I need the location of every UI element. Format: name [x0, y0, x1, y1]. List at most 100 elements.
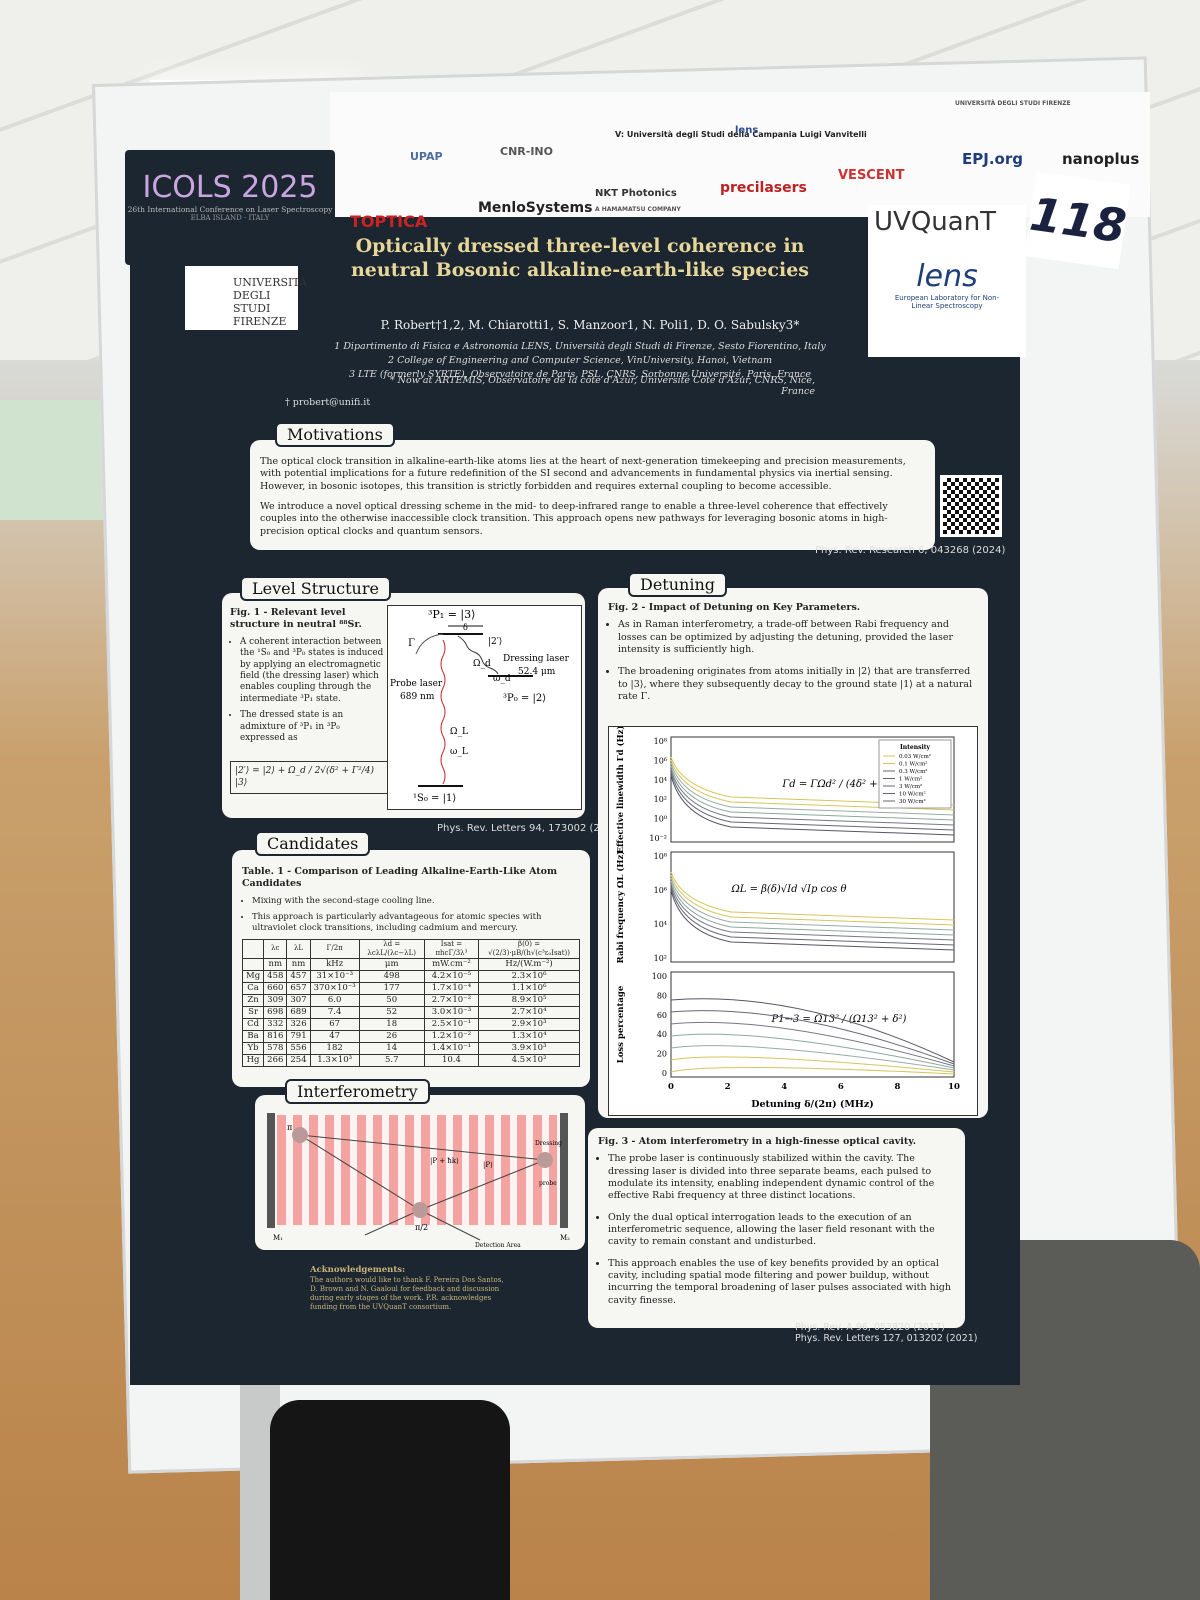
- table-cell: 498: [358, 970, 425, 984]
- probe-wave: [440, 639, 446, 785]
- table-cell: 1.4×10⁻¹: [423, 1042, 480, 1056]
- affiliation: 1 Dipartimento di Fisica e Astronomia LE…: [334, 341, 826, 352]
- y-tick-label: 10⁰: [654, 815, 667, 824]
- detuning-figure: 10⁸ 10⁶ 10⁴ 10² 10⁰ 10⁻² Effective linewidth Γ…: [608, 726, 978, 1116]
- table-cell: 2.9×10³: [478, 1018, 580, 1032]
- logo-strip: [330, 92, 1150, 217]
- table-cell: Ca: [241, 982, 265, 996]
- diagram-label: δ: [463, 623, 468, 632]
- table-cell: 1.7×10⁻⁴: [423, 982, 480, 996]
- label: |P + ħk⟩: [430, 1157, 459, 1165]
- table-cell: 4.5×10²: [478, 1054, 580, 1068]
- ack-heading: Acknowledgements:: [310, 1265, 406, 1275]
- affiliation: 2 College of Engineering and Computer Sc…: [388, 354, 772, 366]
- equation: P1→3 = Ω13² / (Ω13² + δ²): [771, 1014, 907, 1025]
- logo: lens: [735, 125, 759, 136]
- label: probe: [539, 1180, 557, 1187]
- logo: NKT Photonics: [595, 188, 677, 199]
- x-tick-label: 4: [781, 1082, 787, 1092]
- atom-cloud: [537, 1152, 553, 1168]
- legend-entry: 0.3 W/cm²: [899, 768, 928, 775]
- mirror: [560, 1113, 568, 1228]
- diagram-label: ω_d: [493, 674, 511, 684]
- decorative-curve: [670, 883, 955, 941]
- x-tick-label: 10: [948, 1082, 960, 1092]
- poster-title: Optically dressed three-level coherence …: [350, 235, 810, 281]
- table-cell: 52: [358, 1006, 425, 1020]
- y-tick-label: 10⁻²: [649, 834, 667, 843]
- table-cell: 578: [263, 1042, 288, 1056]
- label: π/2: [415, 1223, 428, 1232]
- table-cell: 332: [263, 1018, 288, 1032]
- diagram-label: Probe laser: [390, 679, 443, 689]
- caption: Fig. 2 - Impact of Detuning on Key Param…: [608, 602, 861, 613]
- table-row: Ca 660 657 370×10⁻³ 177 1.7×10⁻⁴ 1.1×10⁶: [241, 982, 580, 996]
- equation: Γd = ΓΩd² / (4δ² + Γ²): [781, 779, 895, 790]
- reference: Phys. Rev. Letters 127, 013202 (2021): [795, 1333, 978, 1344]
- table-cell: 309: [263, 994, 288, 1008]
- logo: TOPTICA: [350, 212, 428, 231]
- decorative-curve: [670, 1056, 955, 1073]
- header-cell: Γ/2π: [309, 938, 360, 960]
- conference-name: ICOLS 2025: [142, 170, 318, 205]
- y-tick-label: 10⁶: [654, 756, 667, 765]
- decorative-curve: [670, 998, 955, 1063]
- bullet: The broadening originates from atoms ini…: [618, 666, 978, 703]
- unit-cell: kHz: [309, 958, 360, 972]
- section-heading: Level Structure: [240, 576, 391, 601]
- lens-logo: lens: [916, 259, 978, 294]
- diagram-label: ³P₀ = |2⟩: [503, 693, 546, 704]
- label: |P⟩: [483, 1161, 493, 1169]
- conference-box: ICOLS 2025 26th International Conference…: [125, 150, 335, 265]
- table-cell: 657: [286, 982, 311, 996]
- table-cell: 2.5×10⁻¹: [423, 1018, 480, 1032]
- diagram-label: 689 nm: [400, 692, 435, 702]
- y-axis-label: Loss percentage: [616, 985, 626, 1063]
- bullet: Only the dual optical interrogation lead…: [608, 1212, 955, 1249]
- diagram-label: ³P₁ = |3⟩: [428, 608, 475, 622]
- table-row: Cd 332 326 67 18 2.5×10⁻¹ 2.9×10³: [241, 1018, 580, 1032]
- section-box: Fig. 2 - Impact of Detuning on Key Param…: [598, 588, 988, 1118]
- y-tick-label: 80: [657, 991, 667, 1000]
- x-tick-label: 8: [894, 1082, 900, 1092]
- logo: CNR-INO: [500, 145, 553, 158]
- table-cell: Ba: [241, 1030, 265, 1044]
- unit-cell: Hz/(W.m⁻²): [478, 958, 580, 972]
- decorative-curve: [670, 880, 955, 936]
- arm: [299, 1134, 546, 1161]
- decorative-curve: [670, 1033, 955, 1069]
- plot-frame: [670, 736, 955, 843]
- table-cell: 26: [358, 1030, 425, 1044]
- plot-frame: [670, 971, 955, 1078]
- y-tick-label: 20: [657, 1050, 667, 1059]
- table-cell: 1.1×10⁶: [478, 982, 580, 996]
- table-cell: Cd: [241, 1018, 265, 1032]
- candidates-table: λc λL Γ/2π λd = λcλL/(λc−λL) Isat = πhcΓ/3λ³…: [241, 938, 580, 1068]
- table-cell: 2.3×10⁶: [478, 970, 580, 984]
- bullet: This approach is particularly advantageo…: [252, 912, 580, 934]
- decorative-curve: [670, 762, 955, 816]
- table-cell: 50: [358, 994, 425, 1008]
- header-cell: [241, 938, 265, 960]
- legend-entry: 10 W/cm²: [899, 791, 926, 798]
- caption: Fig. 3 - Atom interferometry in a high-f…: [598, 1136, 917, 1147]
- diagram-label: Γ: [408, 638, 415, 649]
- table-cell: Zn: [241, 994, 265, 1008]
- y-tick-label: 10⁶: [654, 886, 667, 895]
- y-tick-label: 10⁸: [654, 737, 667, 746]
- decorative-curve: [670, 1021, 955, 1067]
- header-cell: β(0) = √(2/3)·μB/(h√(c³ε₀Isat)): [478, 938, 580, 960]
- table-cell: 791: [286, 1030, 311, 1044]
- table-cell: 3.0×10⁻³: [423, 1006, 480, 1020]
- diagram-label: Ω_L: [450, 727, 468, 737]
- y-tick-label: 100: [652, 972, 667, 981]
- table-row: Hg 266 254 1.3×10³ 5.7 10.4 4.5×10²: [241, 1054, 580, 1068]
- table-cell: 10.4: [423, 1054, 480, 1068]
- x-tick-label: 6: [838, 1082, 844, 1092]
- logo: MenloSystems: [478, 200, 593, 216]
- y-tick-label: 10⁴: [654, 920, 667, 929]
- conference-location: ELBA ISLAND · ITALY: [190, 214, 270, 222]
- bullet-list: Mixing with the second-stage cooling lin…: [242, 896, 580, 934]
- y-tick-label: 60: [657, 1011, 667, 1020]
